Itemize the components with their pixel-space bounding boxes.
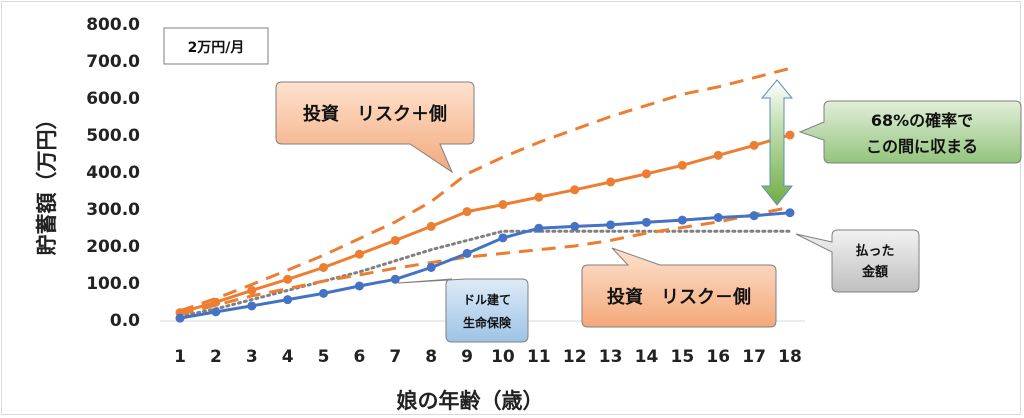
insurance-line-2: 生命保険: [463, 315, 512, 330]
series-point-blue: [749, 211, 759, 221]
paid-line-2: 金額: [861, 264, 888, 280]
series-point-blue: [283, 295, 293, 305]
series-point-orange: [749, 140, 759, 150]
series-point-blue: [175, 313, 185, 323]
monthly-amount-box: [163, 27, 269, 65]
series-line-upper: [179, 66, 791, 313]
x-tick-label: 8: [425, 347, 437, 367]
probability-callout-box: [798, 100, 1022, 164]
lower-callout-box: [581, 247, 777, 328]
y-tick-label: 500.0: [86, 126, 140, 146]
series-point-orange: [354, 249, 364, 259]
x-tick-label: 2: [210, 347, 222, 367]
insurance-line-1: ドル建て: [463, 292, 511, 307]
series-point-blue: [641, 217, 651, 227]
series-point-orange: [498, 200, 508, 210]
x-axis-title: 娘の年齢（歳）: [397, 389, 544, 413]
series-point-blue: [534, 223, 544, 233]
y-axis-title: 貯蓄額（万円）: [35, 109, 59, 256]
x-tick-label: 17: [742, 347, 766, 367]
series-point-blue: [785, 208, 795, 218]
paid-callout-box: [795, 229, 920, 293]
series-point-orange: [570, 185, 580, 195]
series-point-blue: [211, 307, 221, 317]
y-tick-label: 100.0: [86, 274, 140, 294]
y-tick-label: 700.0: [86, 52, 140, 72]
x-tick-label: 18: [778, 347, 802, 367]
y-tick-label: 200.0: [86, 237, 140, 257]
series-line-lower: [179, 205, 791, 316]
series-point-blue: [606, 220, 616, 230]
y-tick-label: 800.0: [86, 15, 140, 35]
paid-line-1: 払った: [855, 243, 894, 259]
series-point-orange: [534, 192, 544, 202]
series-point-blue: [426, 262, 436, 272]
lower-callout-label: 投資 リスク－側: [607, 286, 751, 308]
x-tick-label: 14: [635, 347, 659, 367]
insurance-callout-box: [397, 278, 529, 343]
series-point-blue: [677, 215, 687, 225]
series-point-orange: [426, 221, 436, 231]
x-tick-label: 12: [563, 347, 587, 367]
series-point-orange: [785, 130, 795, 140]
y-tick-label: 400.0: [86, 163, 140, 183]
upper-callout-box: [275, 81, 475, 174]
series-point-orange: [390, 235, 400, 245]
series-point-orange: [319, 262, 329, 272]
series-point-blue: [713, 213, 723, 223]
series-point-orange: [283, 274, 293, 284]
series-point-orange: [247, 285, 257, 295]
x-tick-label: 13: [599, 347, 623, 367]
series-point-orange: [606, 177, 616, 187]
x-tick-label: 1: [174, 347, 186, 367]
series-point-orange: [211, 297, 221, 307]
y-tick-label: 0.0: [110, 311, 140, 331]
x-tick-label: 11: [527, 347, 551, 367]
series-point-orange: [713, 150, 723, 160]
x-tick-label: 3: [246, 347, 258, 367]
series-point-orange: [677, 160, 687, 170]
x-tick-label: 4: [282, 347, 294, 367]
x-tick-label: 7: [389, 347, 401, 367]
probability-line-1: 68%の確率で: [871, 111, 973, 130]
x-tick-label: 10: [491, 347, 515, 367]
series-point-blue: [498, 233, 508, 243]
series-point-blue: [319, 288, 329, 298]
series-point-blue: [570, 221, 580, 231]
x-tick-label: 9: [461, 347, 473, 367]
series-point-blue: [390, 274, 400, 284]
x-tick-label: 5: [318, 347, 330, 367]
y-tick-label: 600.0: [86, 89, 140, 109]
series-point-blue: [462, 248, 472, 258]
x-tick-label: 16: [706, 347, 730, 367]
x-tick-label: 15: [671, 347, 695, 367]
x-tick-label: 6: [353, 347, 365, 367]
range-double-arrow: [760, 79, 794, 206]
series-point-orange: [641, 169, 651, 179]
series-point-blue: [247, 301, 257, 311]
probability-line-2: この間に収まる: [866, 137, 978, 156]
series-line-paid: [178, 229, 792, 318]
series-line-orange: [179, 133, 791, 315]
series-line-blue: [179, 211, 791, 320]
series-point-orange: [462, 207, 472, 217]
monthly-amount-label: 2万円/月: [188, 40, 245, 56]
upper-callout-label: 投資 リスク＋側: [303, 103, 447, 125]
y-tick-label: 300.0: [86, 200, 140, 220]
series-point-blue: [354, 281, 364, 291]
